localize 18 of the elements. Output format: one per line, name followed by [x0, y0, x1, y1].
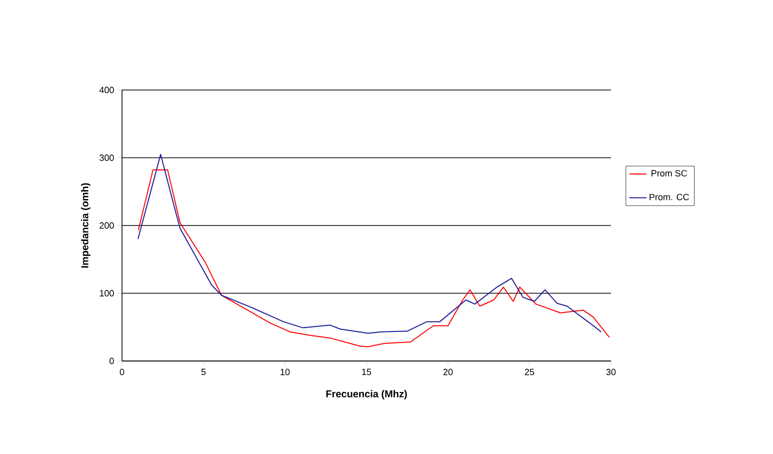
legend-label: Prom. CC [650, 194, 689, 200]
x-axis-title: Frecuencia (Mhz) [326, 390, 407, 400]
x-tick-label: 20 [443, 368, 453, 376]
y-axis-title: Impedancia (omh) [81, 183, 90, 268]
line-series [138, 169, 610, 348]
y-tick-label: 100 [100, 290, 114, 296]
y-tick-label: 0 [110, 358, 114, 364]
y-tick-label: 400 [99, 86, 114, 94]
y-tick-label: 200 [100, 222, 114, 229]
x-tick-label: 25 [524, 368, 534, 376]
line-series [137, 154, 602, 334]
x-tick-label: 15 [362, 368, 372, 376]
x-tick-label: 30 [606, 368, 616, 376]
y-tick-label: 300 [100, 154, 114, 161]
x-tick-label: 0 [120, 368, 124, 376]
legend-label: Prom SC [652, 170, 688, 176]
x-tick-label: 5 [201, 368, 206, 376]
x-tick-label: 10 [280, 368, 290, 376]
